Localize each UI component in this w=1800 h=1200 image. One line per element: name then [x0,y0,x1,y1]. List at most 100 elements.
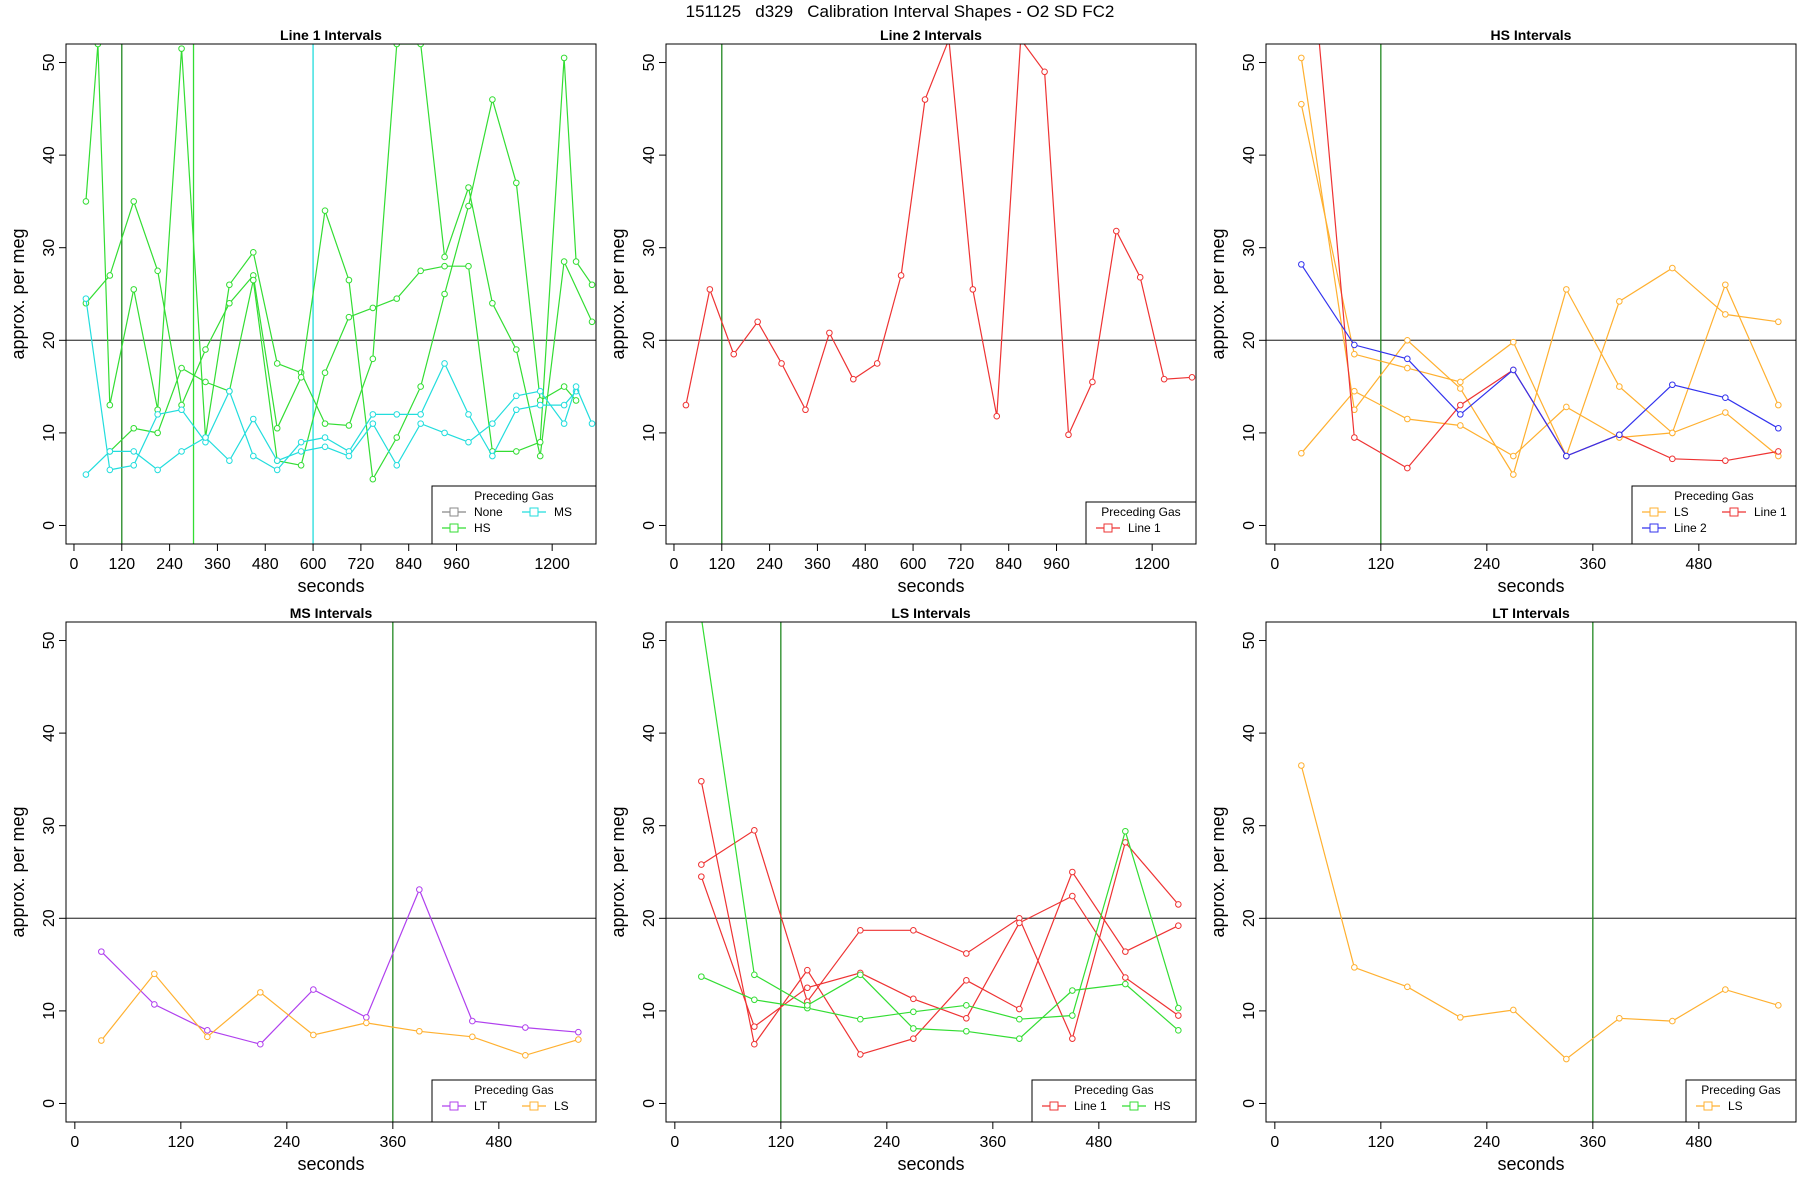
data-point [154,267,161,275]
data-point [249,415,257,423]
y-tick-label: 10 [1241,1002,1258,1020]
data-point [1069,868,1076,876]
data-point [522,1052,529,1059]
data-point [1404,415,1411,423]
y-tick-label: 40 [641,724,658,742]
data-point [226,457,233,464]
x-tick-label: 960 [1043,556,1070,573]
data-point [489,452,496,460]
data-point [1175,1012,1182,1019]
data-point [698,973,705,980]
data-point [226,299,233,307]
legend-entry-hs: HS [474,521,491,535]
data-point [417,420,424,427]
data-point [393,411,401,418]
data-point [588,318,596,326]
data-point [1122,974,1129,981]
data-point [1136,274,1144,281]
data-point [106,401,114,409]
legend-entry-lt: LT [474,1099,488,1113]
data-point [1298,762,1305,769]
data-point [963,950,970,957]
legend-entry-hs: HS [1154,1099,1171,1113]
data-point [345,276,353,284]
data-point [1404,336,1411,344]
data-point [1175,901,1182,908]
y-tick-label: 20 [641,909,658,927]
x-tick-label: 240 [1473,556,1500,573]
data-point [130,461,138,469]
data-point [321,420,329,427]
data-point [393,295,401,302]
x-tick-label: 0 [1270,1134,1279,1151]
data-point [151,1001,158,1008]
data-point [849,375,857,383]
x-axis-label: seconds [1497,1154,1564,1174]
y-tick-label: 50 [641,54,658,72]
data-point [369,475,377,483]
data-point [857,971,864,979]
data-point [572,383,580,390]
x-tick-label: 120 [708,556,735,573]
data-point [441,253,448,261]
data-point [393,434,401,441]
data-point [1069,1012,1076,1019]
data-point [1616,431,1623,439]
data-point [1316,37,1322,43]
data-point [1722,457,1729,464]
x-axis-label: seconds [897,1154,964,1174]
data-point [1351,387,1358,395]
legend-swatch-marker [1103,523,1113,533]
data-point [536,452,544,460]
chart-3: HS Intervals seconds approx. per meg 0 120 24… [1208,27,1797,596]
data-point [802,406,809,414]
x-axis-label: seconds [1497,576,1564,596]
legend-entry-ls: LS [1728,1099,1743,1113]
data-point [130,448,138,455]
legend: Preceding Gas LS Line 1 Line 2 [1631,485,1797,545]
data-point [588,281,596,289]
data-point [1669,1017,1676,1025]
x-tick-label: 120 [167,1134,194,1151]
data-point [1069,892,1076,900]
data-point [1510,366,1517,374]
x-tick-label: 240 [156,556,183,573]
y-axis-label: approx. per meg [608,228,628,359]
legend-box [431,1079,597,1123]
data-point [393,461,401,469]
data-point [1563,286,1570,293]
data-point [369,304,377,312]
series-line-ls [1300,57,1779,477]
data-point [522,1024,529,1031]
y-tick-label: 0 [641,521,658,530]
data-point [1722,281,1729,289]
y-tick-label: 20 [41,909,58,927]
data-point [910,1008,917,1016]
series-line-hs [701,829,1179,1020]
data-point [754,318,761,326]
data-point [1616,383,1623,390]
x-tick-label: 0 [1270,556,1279,573]
legend-swatch-marker [1703,1101,1713,1111]
data-point [465,184,472,191]
y-tick-label: 0 [41,521,58,530]
data-point [857,1015,864,1023]
data-point [297,448,305,455]
data-point [1775,401,1782,409]
data-point [1722,986,1729,993]
chart-6: LT Intervals seconds approx. per meg 0 120 24… [1208,605,1797,1174]
series-line-line-1 [700,876,1179,1028]
y-tick-label: 30 [41,239,58,257]
data-point [1457,411,1464,418]
x-tick-label: 360 [804,556,831,573]
figure-title: 151125 d329 Calibration Interval Shapes … [685,2,1115,21]
data-point [1616,1014,1623,1022]
data-point [1298,261,1305,268]
data-point [1669,455,1676,463]
data-point [857,1051,864,1058]
data-point [310,1031,317,1039]
x-tick-label: 480 [252,556,279,573]
data-point [1089,378,1096,386]
data-point [226,281,233,289]
